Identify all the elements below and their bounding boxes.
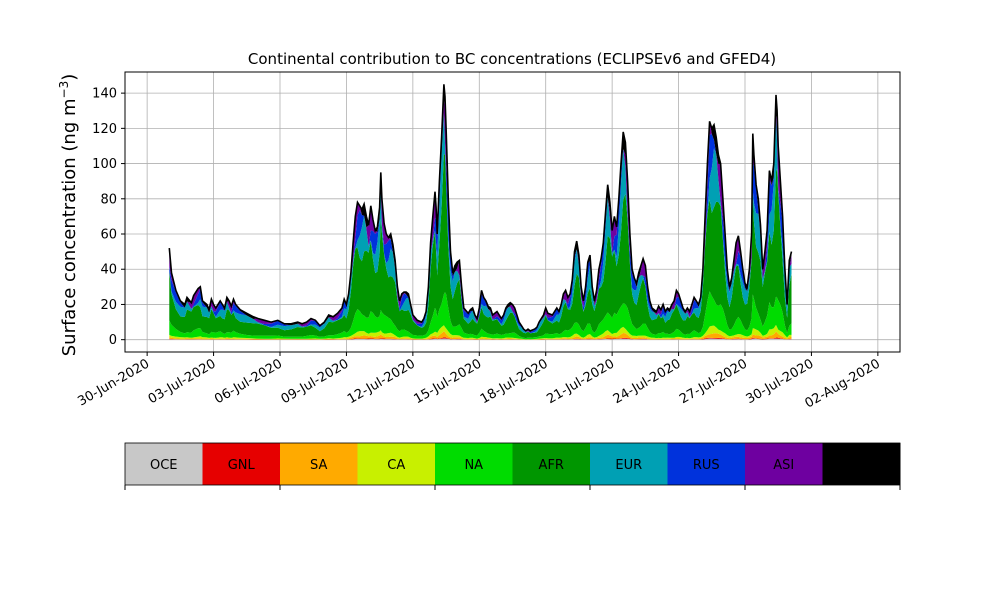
legend-frame — [124, 442, 901, 486]
legend-swatch-gnl — [202, 443, 281, 485]
x-tick-label: 03-Jul-2020 — [146, 356, 219, 407]
legend-swatch-sa — [280, 443, 358, 485]
area-afr — [169, 153, 792, 339]
legend-label-ca: CA — [387, 458, 405, 473]
x-tick-label: 09-Jul-2020 — [279, 356, 352, 407]
area-na — [169, 291, 792, 340]
legend-swatch-na — [435, 443, 513, 485]
x-tick-label: 27-Jul-2020 — [677, 356, 750, 407]
area-sa — [169, 331, 792, 340]
y-axis-label-close: ) — [59, 74, 80, 81]
legend-swatch-asi — [745, 443, 823, 485]
x-tick-label: 24-Jul-2020 — [611, 356, 684, 407]
y-axis-label-main: Surface concentration (ng m — [59, 98, 80, 356]
x-tick-label: 06-Jul-2020 — [212, 356, 285, 407]
legend-swatch-rus — [667, 443, 746, 485]
area-oce — [169, 338, 792, 340]
area-ca — [169, 324, 792, 340]
area-asi — [169, 96, 792, 333]
y-tick-label: 20 — [100, 298, 117, 313]
x-tick-label: 30-Jun-2020 — [75, 356, 152, 409]
legend-label-sa: SA — [310, 458, 327, 473]
plot-frame — [124, 71, 901, 353]
total-line — [168, 84, 793, 332]
y-tick-label: 0 — [109, 333, 117, 348]
x-tick-label: 18-Jul-2020 — [478, 356, 551, 407]
legend-label-rus: RUS — [693, 458, 720, 473]
y-tick-label: 80 — [100, 192, 117, 207]
y-tick-label: 100 — [92, 157, 117, 172]
y-axis-label-sup: −3 — [57, 81, 71, 99]
legend-label-asi: ASI — [773, 458, 794, 473]
area-gnl — [169, 337, 792, 340]
legend-label-gnl: GNL — [228, 458, 256, 473]
y-tick-label: 140 — [92, 87, 117, 102]
legend-swatch-afr — [512, 443, 591, 485]
y-tick-label: 120 — [92, 122, 117, 137]
x-tick-label: 02-Aug-2020 — [803, 356, 883, 411]
legend-swatch-ca — [357, 443, 436, 485]
y-axis-label: Surface concentration (ng m−3) — [57, 74, 80, 357]
stacked-areas — [168, 84, 793, 340]
x-tick-label: 12-Jul-2020 — [345, 356, 418, 407]
legend-colorbar: OCE GNL SA CA NA AFR EUR RUS ASI AUS — [124, 442, 901, 490]
y-tick-label: 40 — [100, 263, 117, 278]
legend-label-afr: AFR — [539, 458, 564, 473]
x-tick-label: 21-Jul-2020 — [544, 356, 617, 407]
y-tick-label: 60 — [100, 228, 117, 243]
legend-label-aus: AUS — [848, 458, 875, 473]
legend-label-na: NA — [464, 458, 483, 473]
legend-label-oce: OCE — [150, 458, 178, 473]
x-tick-label: 15-Jul-2020 — [411, 356, 484, 407]
legend-label-eur: EUR — [615, 458, 642, 473]
legend-swatch-eur — [590, 443, 668, 485]
chart-title: Continental contribution to BC concentra… — [248, 50, 776, 68]
legend-swatch-oce — [125, 443, 203, 485]
legend-swatch-aus — [822, 443, 901, 485]
